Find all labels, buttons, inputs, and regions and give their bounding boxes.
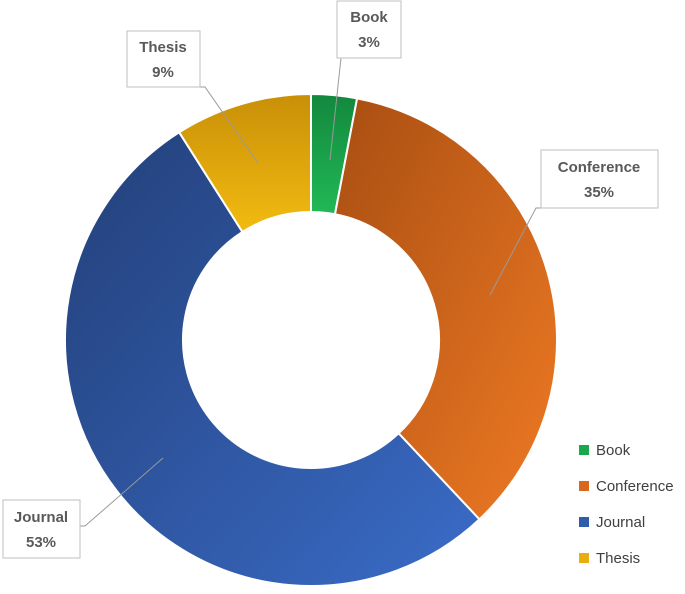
slice-conference [333,97,558,521]
data-callouts: Book 3% Thesis 9% Conference 35% Journal… [2,0,659,559]
conference-callout-value: 35% [584,184,614,201]
legend-item-thesis: Thesis [579,550,640,567]
journal-callout-name: Journal [14,509,68,526]
slice-thesis [177,92,312,234]
conference-callout: Conference 35% [540,149,659,209]
thesis-callout-value: 9% [152,64,174,81]
legend-swatch-book [579,445,589,455]
legend-swatch-journal [579,517,589,527]
book-callout: Book 3% [336,0,402,59]
thesis-callout-name: Thesis [139,39,187,56]
legend-label-thesis: Thesis [596,550,640,567]
thesis-callout-leader [200,86,259,164]
conference-callout-name: Conference [558,159,641,176]
journal-callout-leader [80,457,164,527]
donut-slices [64,92,558,587]
legend-item-book: Book [579,442,631,459]
legend: Book Conference Journal Thesis [579,442,674,567]
legend-swatch-conference [579,481,589,491]
journal-callout: Journal 53% [2,499,81,559]
journal-callout-value: 53% [26,534,56,551]
legend-item-conference: Conference [579,478,674,495]
legend-label-journal: Journal [596,514,645,531]
conference-callout-leader [489,207,541,296]
book-callout-name: Book [350,9,388,26]
slice-journal [64,130,481,587]
legend-item-journal: Journal [579,514,645,531]
legend-label-conference: Conference [596,478,674,495]
book-callout-value: 3% [358,34,380,51]
legend-label-book: Book [596,442,631,459]
legend-swatch-thesis [579,553,589,563]
thesis-callout: Thesis 9% [126,30,201,88]
